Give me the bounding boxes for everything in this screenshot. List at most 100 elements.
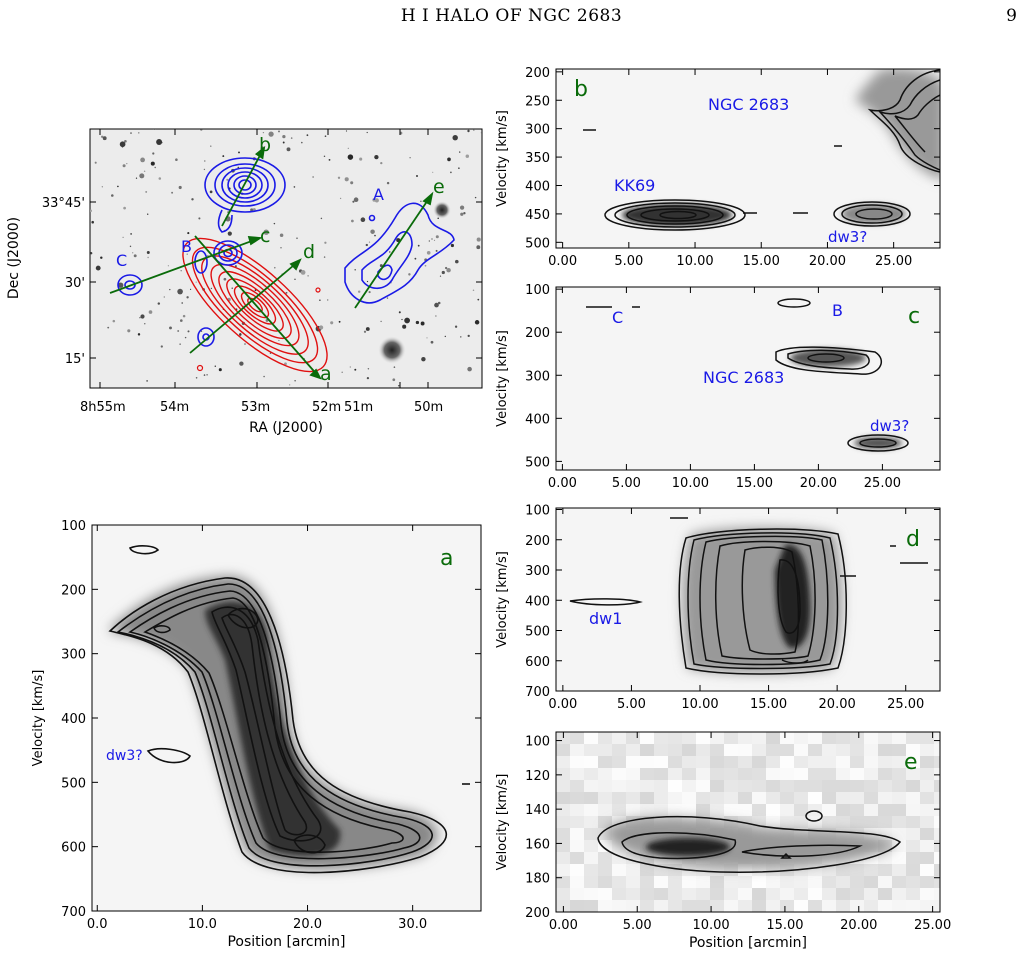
noise-cell [570, 756, 584, 768]
noise-cell [780, 756, 794, 768]
star [140, 314, 145, 319]
noise-cell [668, 768, 682, 780]
star [467, 129, 470, 133]
noise-cell [878, 864, 892, 876]
noise-cell [780, 744, 794, 756]
star [467, 334, 470, 338]
star [133, 254, 137, 258]
star [138, 132, 140, 134]
noise-cell [906, 840, 920, 852]
noise-cell [584, 852, 598, 864]
noise-cell [780, 888, 794, 900]
y-tick-label: 700 [61, 905, 86, 920]
noise-cell [934, 888, 940, 900]
star [273, 222, 276, 225]
noise-cell [934, 852, 940, 864]
noise-cell [696, 792, 710, 804]
star [435, 249, 438, 252]
noise-cell [780, 792, 794, 804]
star [210, 287, 213, 290]
noise-cell [752, 756, 766, 768]
noise-cell [864, 756, 878, 768]
star [433, 239, 436, 242]
panel-c-emission [586, 298, 909, 452]
star [300, 270, 306, 275]
star [252, 208, 256, 212]
star [140, 157, 145, 163]
annotation-dw1: dw1 [589, 609, 622, 628]
noise-cell [808, 768, 822, 780]
noise-cell [682, 756, 696, 768]
noise-cell [682, 876, 696, 888]
noise-cell [822, 732, 836, 744]
noise-cell [822, 900, 836, 912]
noise-cell [654, 804, 668, 816]
map-y-axis-label: Dec (J2000) [6, 217, 22, 299]
y-tick-label: 600 [61, 841, 86, 856]
noise-cell [906, 852, 920, 864]
y-tick-label: 120 [525, 769, 550, 784]
noise-cell [878, 900, 892, 912]
star [239, 361, 244, 366]
star [169, 288, 171, 291]
star [144, 323, 146, 325]
noise-cell [766, 900, 780, 912]
noise-cell [738, 888, 752, 900]
noise-cell [864, 792, 878, 804]
star [180, 269, 182, 272]
ra-tick-label: 8h55m [80, 400, 126, 415]
star [368, 291, 371, 294]
noise-cell [752, 792, 766, 804]
star [414, 257, 417, 260]
star [458, 167, 460, 169]
star [294, 278, 296, 281]
noise-cell [738, 732, 752, 744]
noise-cell [808, 864, 822, 876]
noise-cell [724, 888, 738, 900]
noise-cell [598, 744, 612, 756]
x-tick-label: 20.0 [293, 917, 322, 932]
panel-c-letter: c [908, 304, 920, 329]
x-tick-label: 5.00 [623, 918, 652, 933]
star [160, 141, 163, 144]
ra-tick-label: 51m [344, 400, 373, 415]
noise-cell [878, 876, 892, 888]
star [312, 176, 314, 178]
cut-label-c: c [260, 225, 270, 247]
noise-cell [822, 816, 836, 828]
x-tick-label: 10.00 [676, 254, 713, 269]
noise-cell [584, 816, 598, 828]
sky-map-background [89, 128, 483, 389]
noise-cell [570, 852, 584, 864]
star [153, 129, 156, 130]
noise-cell [836, 864, 850, 876]
noise-cell [878, 744, 892, 756]
noise-cell [696, 804, 710, 816]
star [101, 135, 104, 138]
star [158, 177, 162, 180]
star [238, 151, 240, 154]
noise-cell [920, 792, 934, 804]
map-ticks [90, 129, 482, 388]
noise-cell [864, 744, 878, 756]
noise-cell [584, 804, 598, 816]
noise-cell [808, 876, 822, 888]
x-tick-label: 20.00 [840, 918, 877, 933]
noise-cell [696, 744, 710, 756]
x-tick-label: 25.00 [875, 254, 912, 269]
noise-cell [836, 780, 850, 792]
star [323, 155, 326, 158]
star [177, 330, 180, 332]
noise-cell [724, 792, 738, 804]
star [380, 320, 382, 323]
star [434, 302, 439, 308]
noise-cell [780, 876, 794, 888]
noise-cell [850, 804, 864, 816]
noise-cell [654, 900, 668, 912]
star [472, 289, 475, 292]
noise-cell [570, 744, 584, 756]
noise-cell [906, 756, 920, 768]
noise-cell [626, 804, 640, 816]
noise-cell [822, 876, 836, 888]
star [374, 234, 376, 237]
